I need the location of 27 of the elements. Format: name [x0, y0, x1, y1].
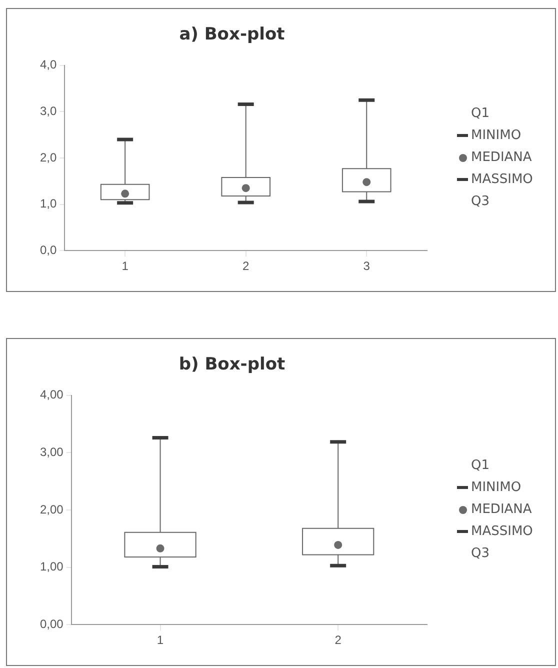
- y-tick-label: 1,0: [40, 196, 57, 211]
- x-tick-label: 1: [122, 259, 129, 274]
- text: MASSIMO: [470, 523, 533, 541]
- y-tick-label: 2,00: [40, 502, 64, 516]
- y-tick-label: 4,00: [40, 388, 64, 402]
- x-tick-label: 2: [334, 633, 342, 648]
- y-tick-label: 2,0: [40, 150, 57, 164]
- y-tick-label: 3,00: [40, 445, 64, 460]
- x-tick-label: 1: [156, 633, 164, 648]
- y-tick-label: 1,00: [40, 560, 64, 574]
- y-tick-label: 4,0: [40, 58, 57, 72]
- text: MINIMO: [470, 127, 522, 145]
- text: MEDIANA: [470, 501, 533, 519]
- y-tick-label: 0,00: [40, 616, 64, 631]
- x-tick-label: 2: [242, 259, 250, 274]
- text: MINIMO: [470, 479, 522, 497]
- text: MASSIMO: [470, 171, 533, 189]
- text: Q3: [470, 193, 491, 211]
- text: Q1: [470, 457, 491, 475]
- text: MEDIANA: [470, 149, 533, 167]
- chart-title: a) Box-plot: [179, 24, 285, 45]
- chart-title: b) Box-plot: [178, 354, 286, 375]
- text: Q3: [470, 545, 491, 563]
- x-tick-label: 3: [363, 259, 370, 274]
- y-tick-label: 0,0: [40, 242, 57, 257]
- y-tick-label: 3,0: [40, 104, 57, 118]
- text: Q1: [470, 105, 491, 123]
